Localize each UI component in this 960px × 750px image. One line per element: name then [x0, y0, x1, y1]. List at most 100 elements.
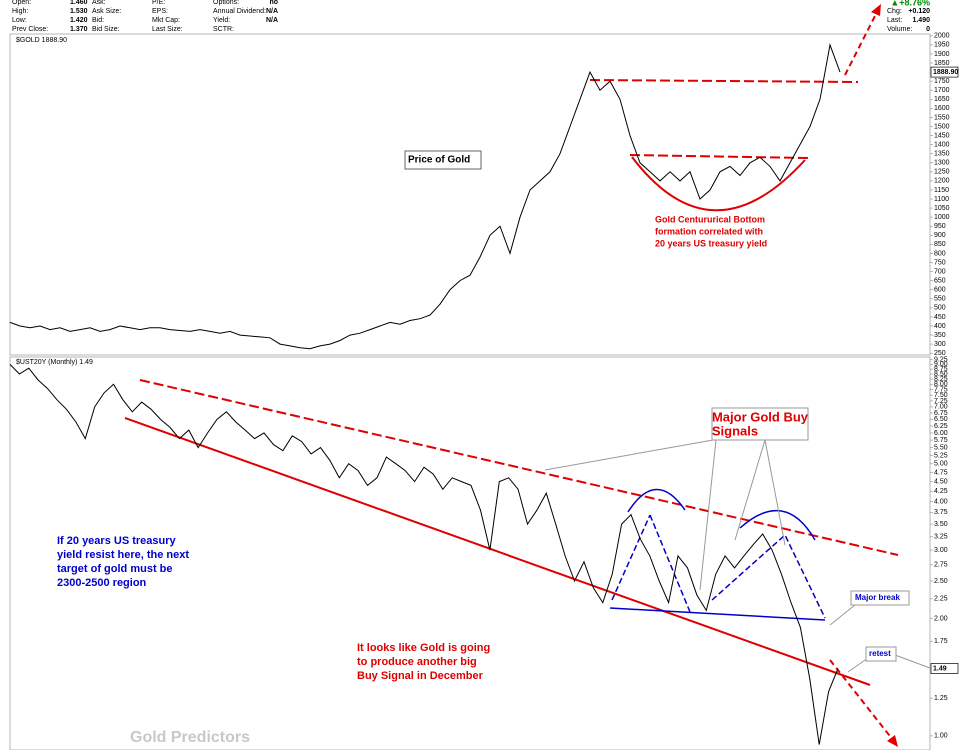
header-label: Low: — [12, 17, 27, 24]
y-tick-label: 9.25 — [934, 357, 948, 364]
y-tick-label: 2.75 — [934, 562, 948, 569]
header-label: Annual Dividend: — [213, 8, 266, 15]
header-value: N/A — [266, 17, 278, 24]
y-tick-label: 7.75 — [934, 386, 948, 393]
y-tick-label: 4.50 — [934, 478, 948, 485]
major-break-label: Major break — [855, 593, 900, 602]
header-label: Last: — [887, 17, 902, 24]
last-price-tag — [930, 663, 959, 674]
y-tick-label: 1.00 — [934, 733, 948, 740]
header-value: no — [269, 0, 278, 6]
y-tick-label: 1.75 — [934, 638, 948, 645]
legend-entry: $UST20Y (Monthly) 1.49 — [16, 359, 93, 366]
y-tick-label: 550 — [934, 296, 946, 303]
price-line — [9, 43, 841, 350]
change-pct: ▲+8.76% — [890, 0, 930, 7]
y-tick-label: 1100 — [934, 196, 949, 203]
y-tick-label: 350 — [934, 332, 946, 339]
last-price-label: 1888.90 — [933, 69, 958, 76]
y-tick-label: 6.75 — [934, 410, 948, 417]
y-tick-label: 3.75 — [934, 509, 948, 516]
y-tick-label: 1350 — [934, 151, 950, 158]
y-tick-label: 700 — [934, 268, 946, 275]
y-tick-label: 1450 — [934, 132, 950, 139]
y-tick-label: 450 — [934, 314, 946, 321]
y-tick-label: 6.25 — [934, 423, 948, 430]
buy-signals-label: Major Gold Buy — [712, 409, 809, 424]
y-tick-label: 7.50 — [934, 392, 948, 399]
y-tick-label: 1500 — [934, 123, 950, 130]
header-label: SCTR: — [213, 26, 234, 33]
y-tick-label: 3.25 — [934, 533, 948, 540]
y-tick-label: 1650 — [934, 96, 950, 103]
y-tick-label: 8.50 — [934, 371, 948, 378]
annotation-lines — [124, 4, 931, 747]
y-tick-label: 2.50 — [934, 578, 948, 585]
y-tick-label: 8.25 — [934, 376, 948, 383]
header-label: EPS: — [152, 8, 168, 15]
bottom-formation-line: formation correlated with — [655, 226, 763, 236]
last-price-tag — [930, 66, 959, 78]
y-tick-label: 500 — [934, 305, 946, 312]
y-tick-label: 300 — [934, 341, 946, 348]
y-tick-label: 3.50 — [934, 521, 948, 528]
y-tick-label: 1750 — [934, 78, 950, 85]
retest-label: retest — [869, 649, 891, 658]
y-tick-label: 1250 — [934, 169, 950, 176]
y-tick-label: 1.25 — [934, 695, 948, 702]
y-tick-label: 250 — [934, 350, 946, 357]
y-tick-label: 1900 — [934, 51, 950, 58]
header-label: Prev Close: — [12, 26, 48, 33]
y-tick-label: 9.00 — [934, 361, 948, 368]
y-tick-label: 400 — [934, 323, 946, 330]
y-tick-label: 2.00 — [934, 616, 948, 623]
last-price-label: 1.49 — [933, 665, 947, 672]
header-label: Options: — [213, 0, 239, 6]
y-tick-label: 1550 — [934, 114, 950, 121]
y-tick-label: 1200 — [934, 178, 950, 185]
y-tick-label: 2.25 — [934, 596, 948, 603]
watermark: Gold Predictors — [130, 729, 250, 746]
resist-note-line: target of gold must be — [57, 563, 173, 575]
header-value: 1.460 — [70, 0, 88, 6]
december-note-line: to produce another big — [357, 656, 477, 668]
y-tick-label: 1850 — [934, 60, 950, 67]
y-tick-label: 1000 — [934, 214, 950, 221]
y-tick-label: 5.25 — [934, 452, 948, 459]
header-value: 1.420 — [70, 17, 88, 24]
december-note-line: Buy Signal in December — [357, 670, 484, 682]
header-label: Volume: — [887, 26, 912, 33]
y-tick-label: 1950 — [934, 42, 950, 49]
header-label: Bid: — [92, 17, 104, 24]
y-tick-label: 950 — [934, 223, 946, 230]
header-value: +0.120 — [908, 8, 930, 15]
header-label: Yield: — [213, 17, 230, 24]
y-tick-label: 5.00 — [934, 461, 948, 468]
y-tick-label: 800 — [934, 250, 946, 257]
y-tick-label: 4.00 — [934, 498, 948, 505]
gold-panel — [9, 33, 931, 356]
y-tick-label: 7.00 — [934, 404, 948, 411]
y-tick-label: 650 — [934, 277, 946, 284]
y-tick-label: 6.50 — [934, 416, 948, 423]
y-tick-label: 1400 — [934, 141, 950, 148]
header-value: 0 — [926, 26, 930, 33]
y-tick-label: 1300 — [934, 160, 950, 167]
y-tick-label: 7.25 — [934, 398, 948, 405]
y-tick-label: 4.25 — [934, 488, 948, 495]
y-tick-label: 600 — [934, 287, 946, 294]
y-tick-label: 8.00 — [934, 381, 948, 388]
header-value: 1.370 — [70, 26, 88, 33]
header-value: 1.530 — [70, 8, 88, 15]
header-label: High: — [12, 8, 28, 15]
resist-note-line: 2300-2500 region — [57, 577, 147, 589]
price-line — [9, 364, 839, 745]
y-tick-label: 850 — [934, 241, 946, 248]
y-tick-label: 1050 — [934, 205, 950, 212]
header-label: Chg: — [887, 8, 902, 15]
resist-note-line: yield resist here, the next — [57, 549, 189, 561]
y-tick-label: 5.75 — [934, 437, 948, 444]
resist-note-line: If 20 years US treasury — [57, 535, 177, 547]
header-label: Open: — [12, 0, 31, 6]
header-label: Last Size: — [152, 26, 183, 33]
